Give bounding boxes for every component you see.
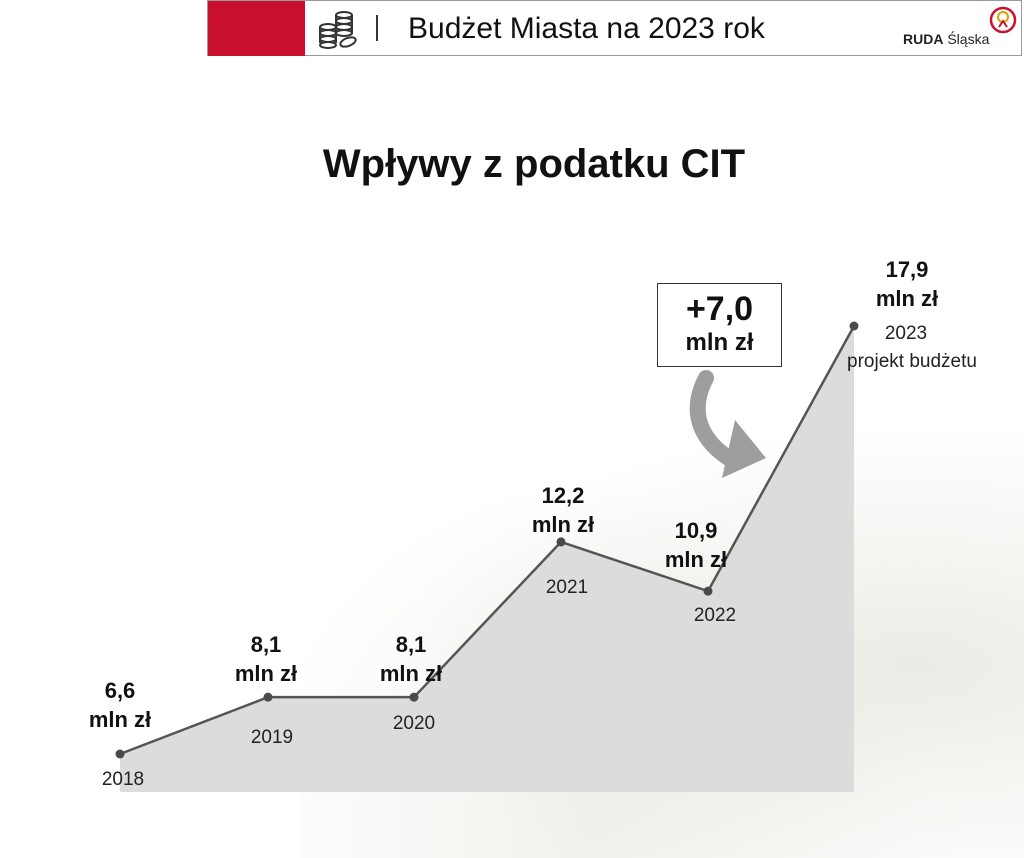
x-tick-label: 2023 bbox=[885, 323, 927, 344]
data-label-value: 10,9 bbox=[675, 518, 718, 543]
series-line bbox=[119, 325, 856, 756]
coins-icon bbox=[319, 11, 357, 49]
data-label-unit: mln zł bbox=[665, 547, 727, 572]
page-title: Wpływy z podatku CIT bbox=[322, 142, 746, 186]
x-tick-label: 2021 bbox=[546, 577, 588, 598]
header-separator bbox=[376, 15, 378, 41]
header-title: Budżet Miasta na 2023 rok bbox=[408, 12, 765, 45]
data-label-value: 8,1 bbox=[251, 632, 282, 657]
data-point bbox=[849, 321, 859, 331]
city-logo-icon bbox=[989, 6, 1017, 34]
data-label-value: 6,6 bbox=[105, 678, 136, 703]
data-point bbox=[115, 749, 125, 759]
data-label-value: 17,9 bbox=[886, 257, 929, 282]
x-tick-label: 2019 bbox=[251, 727, 293, 748]
data-label-unit: mln zł bbox=[235, 661, 297, 686]
header-accent-block bbox=[208, 1, 305, 56]
logo-bold: RUDA bbox=[903, 31, 944, 47]
data-label-unit: mln zł bbox=[89, 707, 151, 732]
x-tick-label: 2018 bbox=[102, 769, 144, 790]
logo-regular: Śląska bbox=[947, 31, 990, 47]
x-tick-sublabel: projekt budżetu bbox=[847, 351, 977, 372]
x-tick-label: 2022 bbox=[694, 605, 736, 626]
data-label-value: 8,1 bbox=[396, 632, 427, 657]
data-label-value: 12,2 bbox=[542, 483, 585, 508]
data-point bbox=[703, 586, 713, 596]
callout-value: +7,0 bbox=[685, 290, 754, 328]
growth-arrow-icon bbox=[689, 370, 766, 478]
city-logo-text: RUDA Śląska bbox=[903, 31, 989, 47]
x-tick-label: 2020 bbox=[393, 713, 435, 734]
data-point bbox=[556, 537, 566, 547]
growth-callout: +7,0 mln zł bbox=[657, 283, 782, 367]
header-bar: Budżet Miasta na 2023 rok RUDA Śląska bbox=[207, 0, 1022, 56]
data-label-unit: mln zł bbox=[380, 661, 442, 686]
data-point bbox=[263, 692, 273, 702]
area-fill bbox=[120, 326, 854, 792]
data-point bbox=[409, 692, 419, 702]
callout-unit: mln zł bbox=[685, 329, 754, 356]
data-label-unit: mln zł bbox=[532, 512, 594, 537]
data-label-unit: mln zł bbox=[876, 286, 938, 311]
